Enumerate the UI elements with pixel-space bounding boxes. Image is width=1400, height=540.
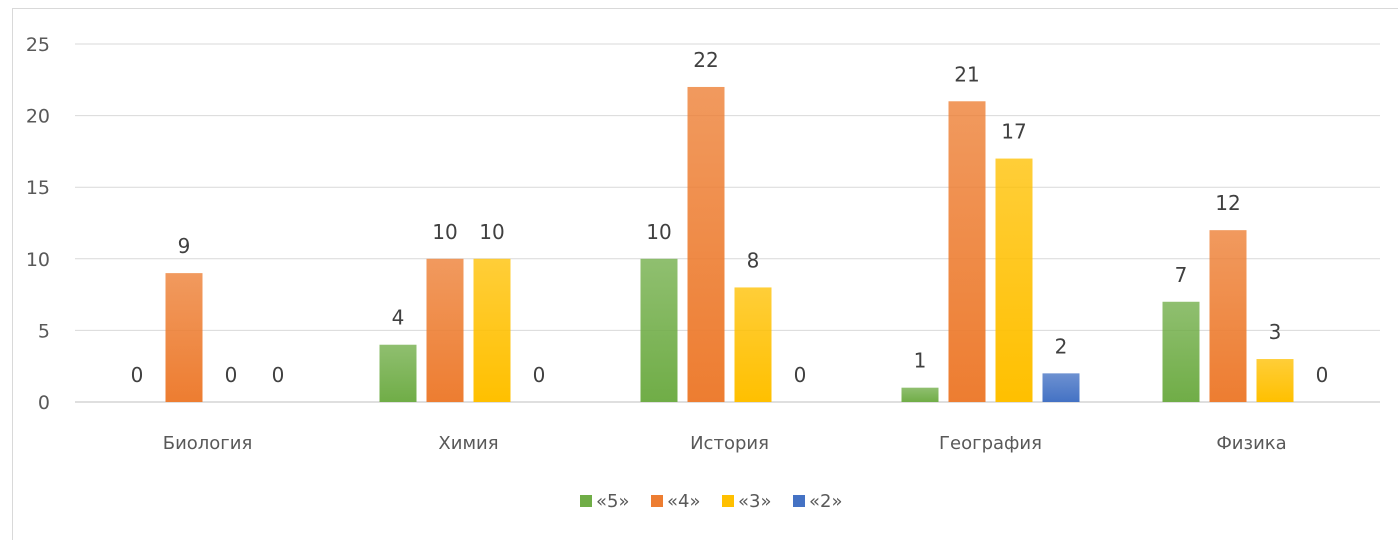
data-label: 22 (693, 48, 718, 72)
bar (165, 273, 203, 402)
data-label: 0 (794, 363, 807, 387)
x-tick-label: География (939, 433, 1042, 454)
y-tick-label: 5 (38, 320, 50, 342)
data-label: 0 (225, 363, 238, 387)
bar (734, 287, 772, 402)
legend-label: «3» (738, 491, 771, 512)
y-axis: 0 5 10 15 20 25 (26, 34, 50, 414)
legend: «5» «4» «3» «2» (580, 491, 842, 512)
data-label: 8 (747, 248, 760, 272)
data-label: 0 (533, 363, 546, 387)
x-tick-label: Химия (438, 433, 498, 454)
bar (1256, 359, 1294, 402)
data-label: 10 (432, 220, 457, 244)
legend-swatch (580, 495, 592, 507)
data-label: 0 (272, 363, 285, 387)
legend-swatch (793, 495, 805, 507)
data-labels: 0 9 0 0 4 10 10 0 10 22 8 0 1 21 17 2 7 12 3 0 (131, 48, 1329, 387)
data-label: 10 (479, 220, 504, 244)
data-label: 17 (1001, 120, 1026, 144)
bar (1042, 373, 1080, 402)
bar (1162, 301, 1200, 402)
data-label: 12 (1215, 191, 1240, 215)
bar (1209, 230, 1247, 402)
data-label: 0 (131, 363, 144, 387)
data-label: 9 (178, 234, 191, 258)
legend-label: «4» (667, 491, 700, 512)
legend-label: «5» (596, 491, 629, 512)
legend-label: «2» (809, 491, 842, 512)
bar (379, 344, 417, 402)
chart-frame (12, 8, 1398, 540)
y-tick-label: 0 (38, 392, 50, 414)
x-tick-label: История (690, 433, 769, 454)
bar (901, 387, 939, 402)
x-tick-label: Физика (1216, 433, 1286, 454)
bar (640, 258, 678, 402)
x-tick-label: Биология (163, 433, 253, 454)
y-tick-label: 15 (26, 177, 50, 199)
legend-item: «5» (580, 491, 629, 512)
bar (473, 258, 511, 402)
y-tick-label: 10 (26, 249, 50, 271)
x-axis: Биология Химия История География Физика (163, 433, 1287, 454)
y-tick-label: 25 (26, 34, 50, 56)
data-label: 2 (1055, 334, 1068, 358)
legend-item: «4» (651, 491, 700, 512)
bar (426, 258, 464, 402)
data-label: 7 (1175, 263, 1188, 287)
data-label: 4 (392, 306, 405, 330)
legend-item: «2» (793, 491, 842, 512)
legend-swatch (651, 495, 663, 507)
data-label: 1 (914, 349, 927, 373)
legend-item: «3» (722, 491, 771, 512)
data-label: 21 (954, 62, 979, 86)
bars (165, 86, 1294, 403)
bar (995, 158, 1033, 402)
data-label: 10 (646, 220, 671, 244)
data-label: 0 (1316, 363, 1329, 387)
bar (687, 86, 725, 403)
data-label: 3 (1269, 320, 1282, 344)
legend-swatch (722, 495, 734, 507)
bar (948, 101, 986, 402)
y-tick-label: 20 (26, 106, 50, 128)
